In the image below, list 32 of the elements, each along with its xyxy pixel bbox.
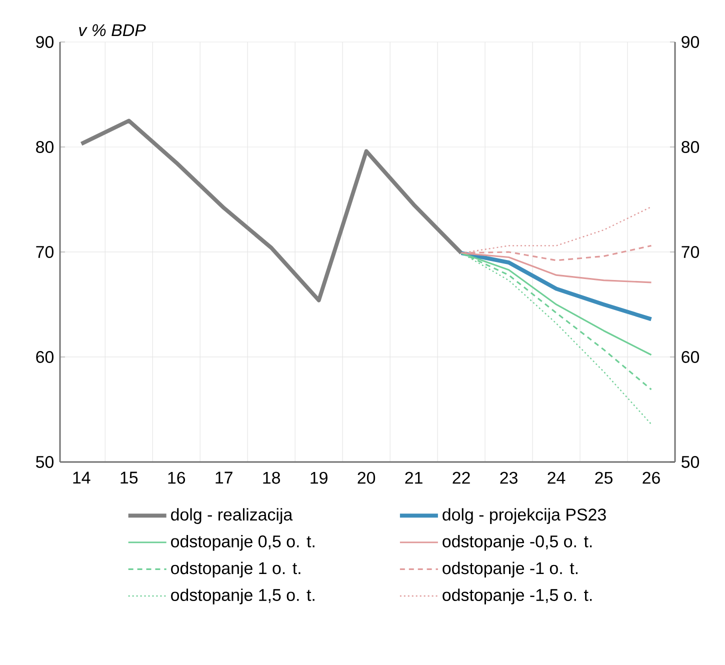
x-tick-label: 25 [595,472,612,484]
x-tick-label: 23 [500,472,518,484]
legend-label: odstopanje -0,5 o. t. [442,534,592,551]
x-tick-label: 14 [73,472,90,484]
x-tick-label: 24 [548,472,566,484]
y2-tick-label: 80 [682,140,700,153]
y-tick-label: 50 [36,456,54,468]
y-tick-label: 70 [36,246,54,258]
legend-label: odstopanje 0,5 o. t. [171,534,314,551]
legend-label: odstopanje 1,5 o. t. [171,588,314,604]
y2-tick-label: 70 [682,246,700,258]
y2-tick-label: 90 [682,36,700,48]
legend-label: odstopanje -1 o. t. [442,562,578,578]
x-tick-label: 20 [358,472,376,484]
x-tick-label: 17 [216,472,232,484]
x-tick-label: 18 [263,472,280,484]
legend-label: odstopanje -1,5 o. t. [442,588,592,604]
legend-label: odstopanje 1 o. t. [171,562,300,578]
legend-label: dolg - projekcija PS23 [442,508,606,524]
legend-label: dolg - realizacija [171,508,293,524]
x-tick-label: 16 [168,472,186,484]
y-tick-label: 80 [36,140,54,153]
x-tick-label: 19 [310,472,328,484]
x-tick-label: 21 [405,472,422,484]
y2-tick-label: 50 [682,456,700,468]
x-tick-label: 26 [642,472,660,484]
y2-tick-label: 60 [682,350,700,363]
y-axis-title: v % BDP [79,24,146,36]
x-tick-label: 15 [120,472,138,484]
y-tick-label: 90 [36,36,54,48]
y-tick-label: 60 [36,350,54,363]
x-tick-label: 22 [452,472,470,484]
